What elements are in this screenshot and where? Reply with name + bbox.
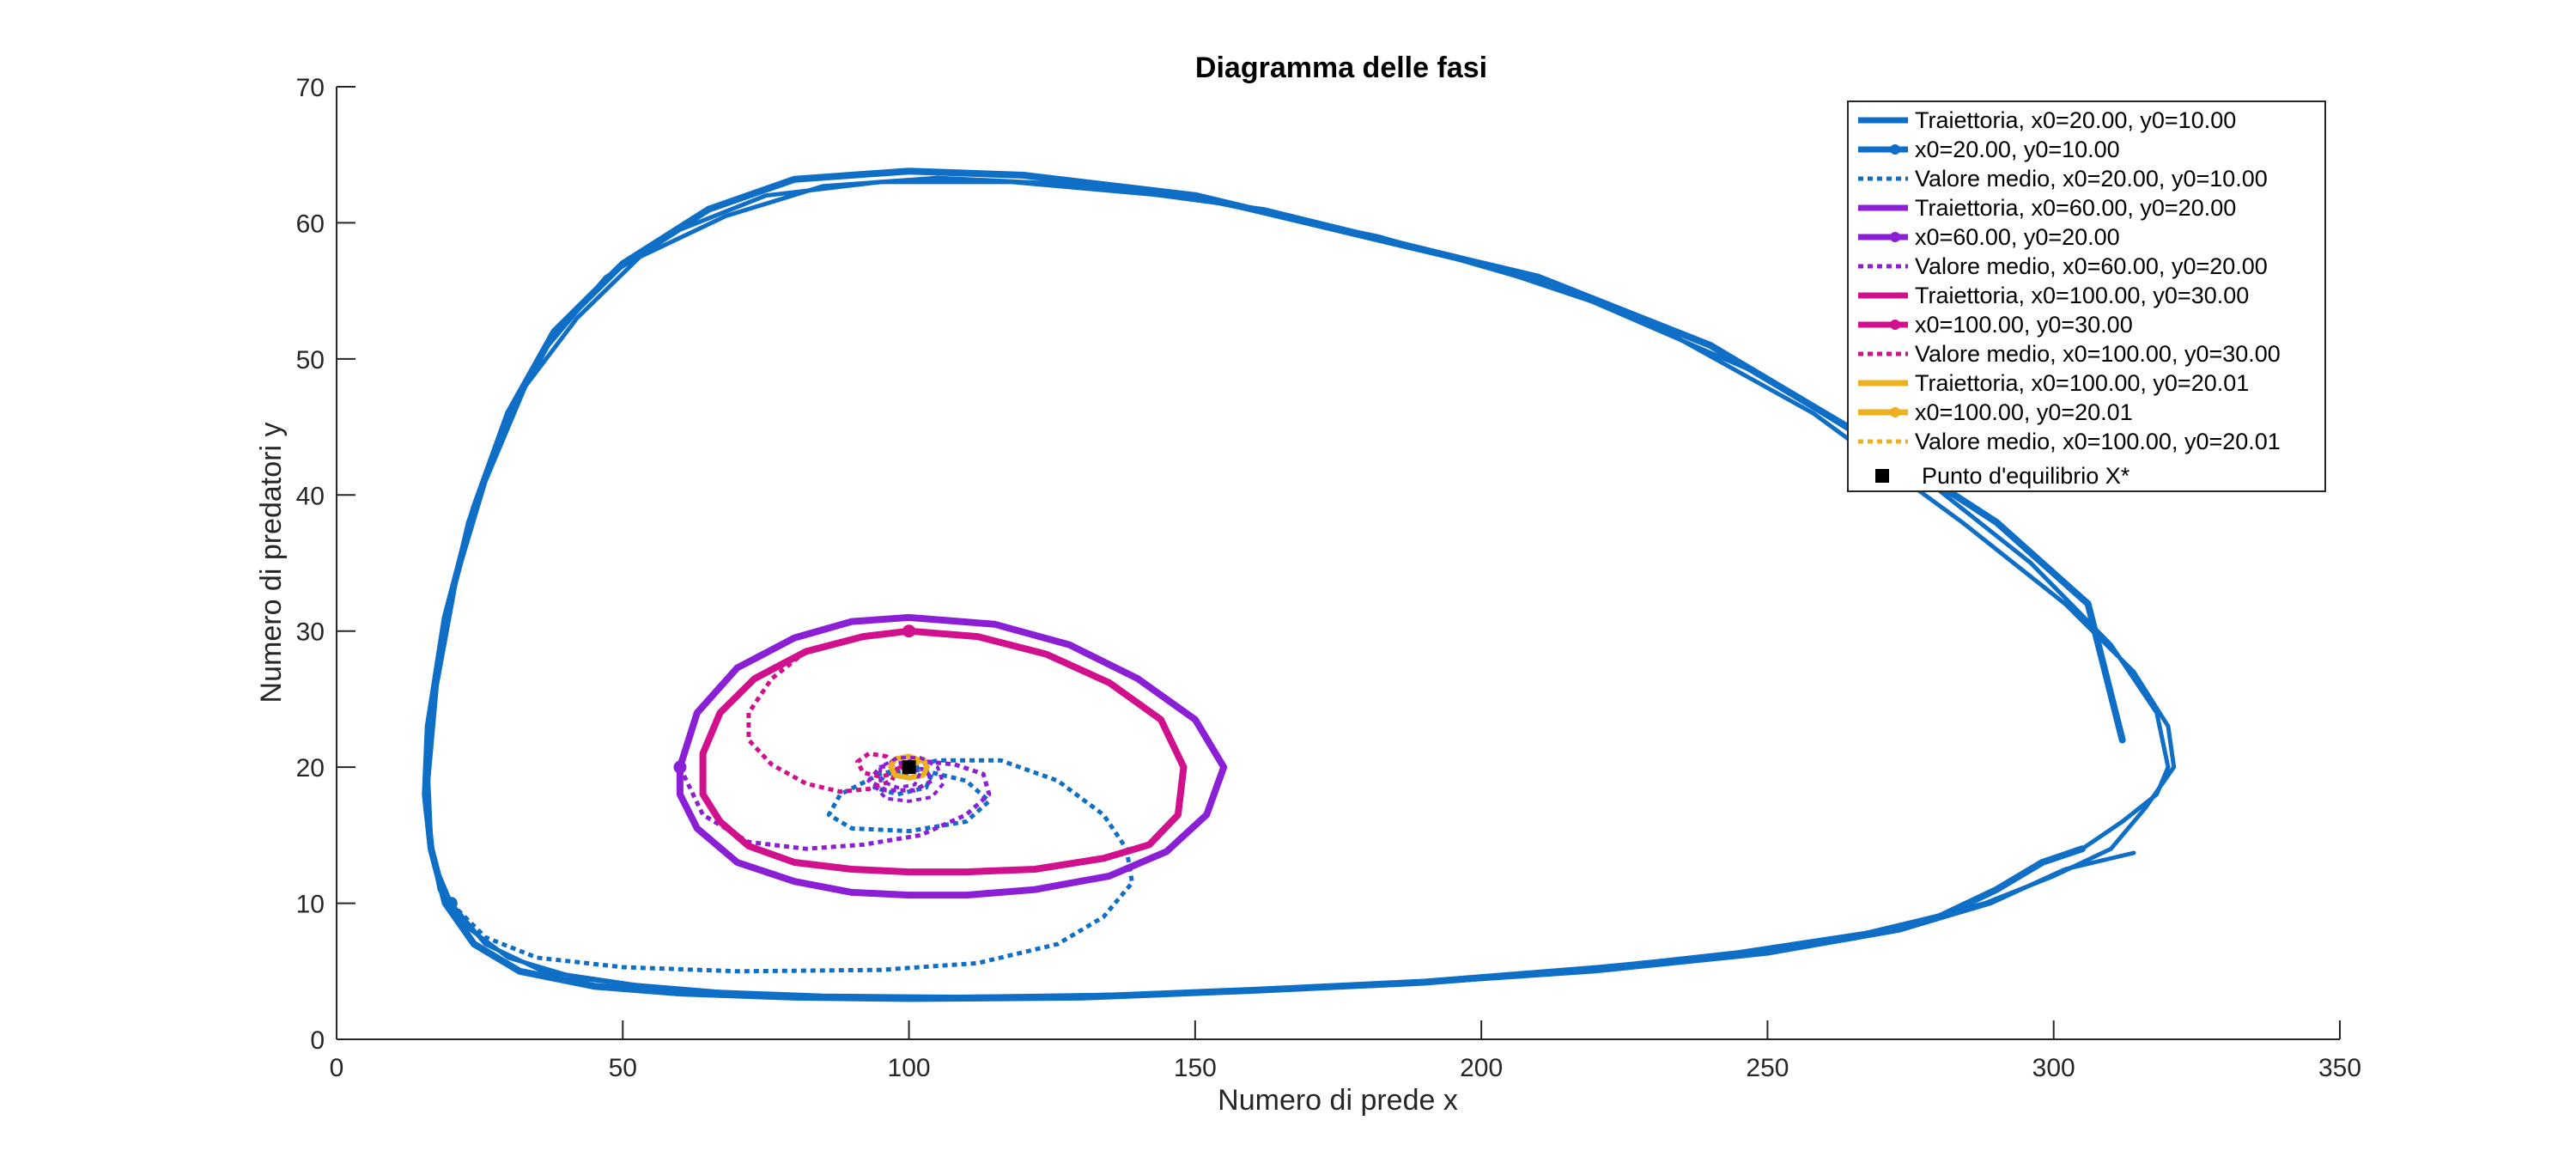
y-tick-label: 50 — [296, 346, 325, 374]
legend-entry-3: Traiettoria, x0=60.00, y0=20.00 — [1858, 195, 2236, 221]
legend-label: Punto d'equilibrio X* — [1922, 463, 2130, 489]
x-tick-label: 350 — [2318, 1054, 2361, 1082]
y-ticks: 0 10 20 30 40 50 60 70 — [296, 74, 355, 1055]
y-tick-label: 70 — [296, 74, 325, 102]
plot-area: 0 50 100 150 200 250 300 350 0 10 20 30 40 50 60 70 — [296, 74, 2361, 1082]
x-tick-label: 250 — [1746, 1054, 1789, 1082]
x-tick-label: 0 — [330, 1054, 344, 1082]
y-tick-label: 60 — [296, 210, 325, 238]
y-tick-label: 0 — [310, 1026, 325, 1055]
legend-label: x0=60.00, y0=20.00 — [1915, 224, 2120, 250]
legend-label: Valore medio, x0=60.00, y0=20.00 — [1915, 253, 2268, 279]
x-tick-label: 50 — [609, 1054, 637, 1082]
mean-value-line-3 — [449, 758, 1134, 974]
legend-swatch-marker — [1890, 320, 1900, 330]
legend-entry-7: x0=100.00, y0=30.00 — [1858, 312, 2133, 338]
legend-label: Traiettoria, x0=60.00, y0=20.00 — [1915, 195, 2236, 221]
y-tick-label: 30 — [296, 618, 325, 647]
start-point-marker-2 — [902, 624, 916, 638]
chart-title: Diagramma delle fasi — [1195, 52, 1487, 84]
trajectory-line-2 — [426, 175, 2177, 1000]
legend-entries: Traiettoria, x0=20.00, y0=10.00 x0=20.00,… — [1858, 107, 2281, 489]
legend-entry-4: x0=60.00, y0=20.00 — [1858, 224, 2120, 250]
legend-entry-2: Valore medio, x0=20.00, y0=10.00 — [1858, 166, 2268, 192]
legend-swatch-marker — [1890, 144, 1900, 155]
start-point-marker-1 — [673, 760, 687, 774]
legend-entry-9: Traiettoria, x0=100.00, y0=20.01 — [1858, 370, 2249, 396]
y-tick-label: 40 — [296, 482, 325, 510]
legend-label: Valore medio, x0=20.00, y0=10.00 — [1915, 166, 2268, 192]
series-layer — [422, 167, 2177, 1002]
y-tick-label: 20 — [296, 754, 325, 782]
y-tick-label: 10 — [296, 891, 325, 919]
legend-label: Valore medio, x0=100.00, y0=20.01 — [1915, 429, 2281, 454]
legend-swatch-square — [1875, 469, 1889, 483]
legend-entry-1: x0=20.00, y0=10.00 — [1858, 137, 2120, 162]
legend-entry-12: Punto d'equilibrio X* — [1875, 463, 2130, 489]
y-axis-label: Numero di predatori y — [255, 423, 288, 703]
mean-value-line-5 — [677, 758, 992, 851]
marker-layer — [444, 624, 916, 910]
trajectory-line-6 — [699, 627, 1188, 876]
legend-entry-11: Valore medio, x0=100.00, y0=20.01 — [1858, 429, 2281, 454]
legend-label: Traiettoria, x0=100.00, y0=20.01 — [1915, 370, 2249, 396]
start-point-marker-0 — [444, 897, 458, 910]
trajectory-line-4 — [676, 613, 1228, 899]
legend-label: Traiettoria, x0=100.00, y0=30.00 — [1915, 283, 2249, 308]
legend-label: Valore medio, x0=100.00, y0=30.00 — [1915, 341, 2281, 367]
legend-label: x0=100.00, y0=20.01 — [1915, 399, 2133, 425]
legend-swatch-marker — [1890, 232, 1900, 242]
legend-entry-10: x0=100.00, y0=20.01 — [1858, 399, 2133, 425]
x-tick-label: 200 — [1460, 1054, 1503, 1082]
legend-label: Traiettoria, x0=20.00, y0=10.00 — [1915, 107, 2236, 133]
legend-entry-8: Valore medio, x0=100.00, y0=30.00 — [1858, 341, 2281, 367]
legend-entry-0: Traiettoria, x0=20.00, y0=10.00 — [1858, 107, 2236, 133]
legend: Traiettoria, x0=20.00, y0=10.00 x0=20.00,… — [1847, 100, 2326, 492]
legend-box — [1847, 100, 2326, 492]
legend-entry-6: Traiettoria, x0=100.00, y0=30.00 — [1858, 283, 2249, 308]
legend-entry-5: Valore medio, x0=60.00, y0=20.00 — [1858, 253, 2268, 279]
x-tick-label: 150 — [1174, 1054, 1217, 1082]
legend-label: x0=100.00, y0=30.00 — [1915, 312, 2133, 338]
legend-label: x0=20.00, y0=10.00 — [1915, 137, 2120, 162]
x-tick-label: 300 — [2032, 1054, 2075, 1082]
x-ticks: 0 50 100 150 200 250 300 350 — [330, 1020, 2361, 1082]
legend-swatch-marker — [1890, 407, 1900, 417]
x-tick-label: 100 — [888, 1054, 931, 1082]
equilibrium-point-marker — [902, 760, 916, 775]
x-axis-label: Numero di prede x — [1218, 1084, 1458, 1117]
